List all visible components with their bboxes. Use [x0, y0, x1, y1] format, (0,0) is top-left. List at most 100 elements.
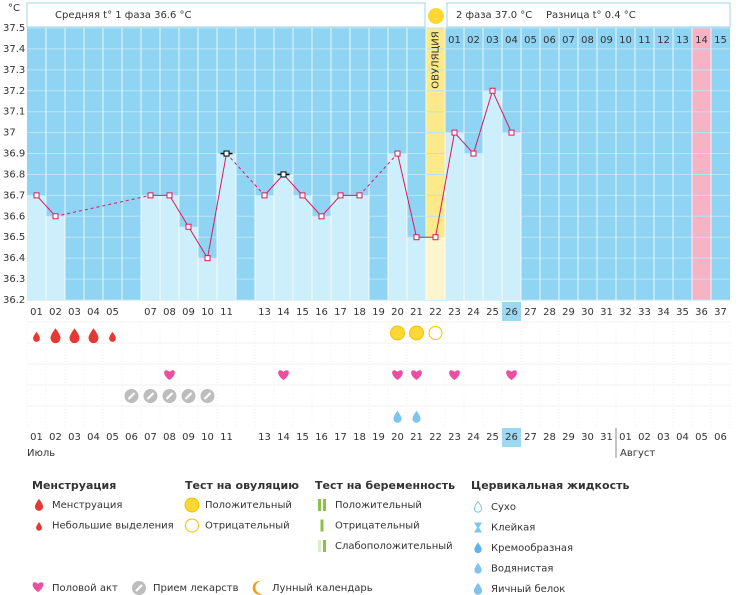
- calendar-date: 17: [334, 432, 347, 443]
- temperature-point: [166, 192, 173, 199]
- calendar-date: 05: [695, 432, 708, 443]
- legend-icon: [474, 562, 482, 574]
- calendar-date: 10: [201, 432, 214, 443]
- legend-item: Клейкая: [491, 523, 535, 534]
- pill-slash: [135, 584, 143, 592]
- calendar-date: 20: [391, 432, 404, 443]
- cycle-day: 14: [277, 307, 290, 318]
- bar: [312, 216, 331, 300]
- cycle-day: 24: [467, 307, 480, 318]
- menstruation-heavy: [69, 328, 80, 344]
- temperature-point: [33, 192, 40, 199]
- calendar-date: 09: [182, 432, 195, 443]
- menstruation-heavy: [88, 328, 99, 344]
- legend-extra-item: Лунный календарь: [272, 583, 373, 594]
- intercourse: [392, 370, 403, 380]
- calendar-date: 04: [676, 432, 689, 443]
- egg-white: [412, 410, 421, 423]
- temperature-line: [55, 194, 151, 217]
- calendar-date: 27: [524, 432, 537, 443]
- cycle-day: 34: [657, 307, 670, 318]
- menstruation-light: [33, 331, 40, 342]
- calendar-date: 01: [30, 432, 43, 443]
- pill-slash: [203, 392, 212, 400]
- ovulation-positive: [409, 325, 424, 341]
- cycle-day: 18: [353, 307, 366, 318]
- cycle-day: 08: [163, 307, 176, 318]
- temperature-point: [223, 150, 230, 157]
- calendar-date: 15: [296, 432, 309, 443]
- unit-label: °C: [8, 3, 20, 14]
- sun-icon: [428, 8, 444, 24]
- intercourse: [278, 370, 289, 380]
- temperature-line: [302, 195, 322, 217]
- legend-item: Водянистая: [491, 564, 553, 575]
- temperature-point: [489, 87, 496, 94]
- bar: [255, 195, 274, 300]
- temperature-line: [264, 174, 284, 196]
- calendar-date: 11: [220, 432, 233, 443]
- ovulation-negative: [428, 326, 443, 340]
- header-box: [446, 2, 731, 28]
- legend-icon: [36, 521, 42, 531]
- calendar-date: 08: [163, 432, 176, 443]
- bar: [141, 195, 160, 300]
- cycle-day: 02: [49, 307, 62, 318]
- bar: [426, 237, 445, 300]
- calendar-date: 05: [106, 432, 119, 443]
- bar: [445, 132, 464, 300]
- intercourse: [449, 370, 460, 380]
- temperature-point: [261, 192, 268, 199]
- cycle-day: 31: [600, 307, 613, 318]
- temperature-line: [397, 153, 417, 238]
- bar: [46, 216, 65, 300]
- post-ovulation-day: 13: [676, 35, 689, 46]
- post-ovulation-day: 04: [505, 35, 518, 46]
- cycle-day: 22: [429, 307, 442, 318]
- temperature-point: [432, 234, 439, 241]
- temperature-point: [394, 150, 401, 157]
- legend-icon: [474, 522, 482, 533]
- temperature-point: [356, 192, 363, 199]
- cycle-day: 03: [68, 307, 81, 318]
- bar: [293, 195, 312, 300]
- temperature-line: [321, 195, 341, 217]
- cycle-day: 19: [372, 307, 385, 318]
- temperature-point: [280, 171, 287, 178]
- post-ovulation-day: 07: [562, 35, 575, 46]
- legend-item: Отрицательный: [335, 521, 420, 532]
- temperature-point: [147, 192, 154, 199]
- cycle-day: 28: [543, 307, 556, 318]
- post-ovulation-day: 14: [695, 35, 708, 46]
- egg-white: [393, 410, 402, 423]
- legend-extra-item: Половой акт: [52, 583, 118, 594]
- legend-item: Небольшие выделения: [52, 521, 174, 532]
- post-ovulation-day: 01: [448, 35, 461, 46]
- legend-icon: [184, 497, 200, 513]
- calendar-date: 03: [68, 432, 81, 443]
- y-tick-label: 37.4: [3, 44, 25, 55]
- cycle-day: 05: [106, 307, 119, 318]
- temperature-point: [470, 150, 477, 157]
- calendar-date: 18: [353, 432, 366, 443]
- post-ovulation-day: 11: [638, 35, 651, 46]
- calendar-date: 14: [277, 432, 290, 443]
- month-label: Июль: [27, 448, 55, 459]
- legend-item: Слабоположительный: [335, 541, 453, 552]
- pill-slash: [184, 392, 193, 400]
- temperature-line: [492, 90, 512, 133]
- y-tick-label: 37.1: [3, 107, 25, 118]
- y-tick-label: 36.6: [3, 211, 25, 222]
- cycle-day: 23: [448, 307, 461, 318]
- y-tick-label: 36.9: [3, 149, 25, 160]
- phase2-average: 2 фаза 37.0 °C: [456, 10, 532, 21]
- cycle-day: 20: [391, 307, 404, 318]
- temperature-point: [185, 223, 192, 230]
- cycle-day: 37: [714, 307, 727, 318]
- cycle-day: 35: [676, 307, 689, 318]
- legend-icon: [323, 499, 326, 511]
- temperature-point: [337, 192, 344, 199]
- post-ovulation-day: 05: [524, 35, 537, 46]
- post-ovulation-day: 09: [600, 35, 613, 46]
- intercourse: [411, 370, 422, 380]
